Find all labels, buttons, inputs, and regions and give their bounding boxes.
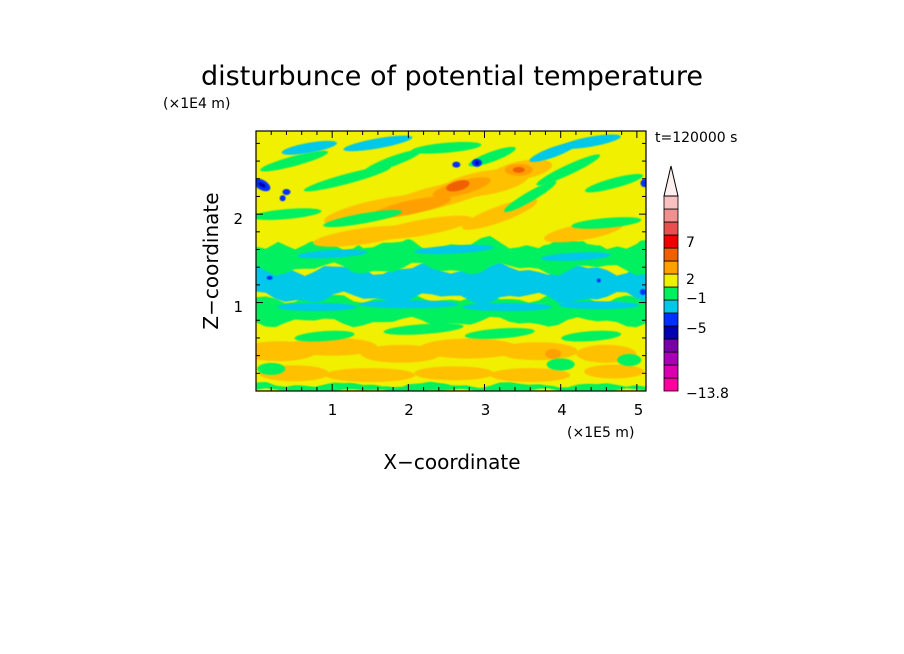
y-tick-label: 1 — [233, 298, 243, 316]
x-unit-label: (×1E5 m) — [567, 425, 634, 441]
y-tick-label: 2 — [233, 210, 243, 228]
field-blob — [281, 140, 337, 155]
field-band — [256, 292, 646, 328]
x-axis: 1 2 3 4 5 — [255, 131, 644, 419]
field-blob — [325, 368, 416, 383]
field-blob — [617, 354, 642, 367]
field-blob — [419, 338, 520, 359]
field-blob — [512, 166, 525, 173]
field-blob — [374, 215, 473, 240]
colorbar-cell — [663, 325, 679, 340]
field-blob — [297, 249, 368, 259]
field-blob — [596, 278, 601, 283]
colorbar-cell — [663, 351, 679, 366]
field-blob — [639, 288, 646, 295]
field-blob — [546, 358, 575, 371]
field-blob — [256, 208, 322, 220]
field-blob — [294, 330, 355, 342]
colorbar-label: −13.8 — [686, 386, 729, 402]
x-tick-label: 5 — [634, 401, 644, 419]
field-blob — [452, 161, 461, 168]
colorbar-triangle — [663, 165, 679, 197]
field-blob — [464, 327, 535, 340]
colorbar-label: 7 — [686, 235, 695, 251]
field-blob — [266, 275, 273, 280]
x-tick-label: 3 — [481, 401, 491, 419]
colorbar-label: 2 — [686, 272, 695, 288]
y-unit-label: (×1E4 m) — [163, 96, 230, 112]
field-blob — [558, 301, 639, 310]
field-blob — [490, 368, 571, 383]
x-axis-label: X−coordinate — [383, 450, 520, 474]
colorbar-cell — [663, 208, 679, 223]
field-blob — [303, 166, 391, 192]
field-blob — [536, 154, 601, 186]
field-blob — [260, 150, 328, 172]
x-tick-label: 1 — [328, 401, 338, 419]
colorbar-cell — [663, 195, 679, 210]
time-label: t=120000 s — [655, 130, 737, 146]
colorbar-cell — [663, 377, 679, 392]
colorbar-cell — [663, 286, 679, 301]
y-axis: 1 2 — [233, 142, 646, 374]
colorbar-cell — [663, 234, 679, 249]
field-blob — [411, 141, 482, 154]
colorbar-cell — [663, 312, 679, 327]
field-blob — [258, 182, 266, 188]
field-blob — [364, 149, 422, 173]
colorbar-cell — [663, 221, 679, 236]
field-blob — [323, 210, 403, 228]
field-blob — [504, 180, 557, 213]
x-tick-label: 4 — [557, 401, 567, 419]
field-blob — [474, 160, 479, 165]
chart-title: disturbunce of potential temperature — [201, 61, 703, 92]
colorbar-cell — [663, 364, 679, 379]
field-blob — [640, 179, 646, 188]
x-tick-label: 2 — [404, 401, 414, 419]
field-blob — [545, 348, 562, 359]
field-blob — [414, 366, 495, 381]
field-blob — [287, 337, 378, 356]
colorbar-cell — [663, 260, 679, 275]
field-blob — [282, 189, 291, 196]
field-blob — [561, 330, 622, 342]
colorbar: 7 2 −1 −5 −13.8 — [663, 165, 729, 402]
field-blob — [414, 244, 494, 255]
field-blob — [497, 342, 578, 361]
field-blob — [276, 302, 357, 311]
field-blob — [584, 364, 645, 379]
colorbar-label: −1 — [686, 291, 707, 307]
colorbar-label: −5 — [686, 321, 707, 337]
colorbar-cell — [663, 338, 679, 353]
field-band — [256, 262, 646, 306]
field-blob — [585, 174, 644, 193]
field-blob — [257, 362, 286, 375]
field-blob — [279, 195, 286, 202]
field-blob — [383, 323, 464, 335]
field-blob — [446, 180, 470, 192]
colorbar-cell — [663, 299, 679, 314]
field-blob — [571, 217, 642, 229]
y-axis-label: Z−coordinate — [199, 192, 223, 329]
colorbar-cell — [663, 247, 679, 262]
field-blob — [358, 300, 459, 309]
plot-frame — [255, 130, 647, 392]
field-band — [256, 381, 646, 391]
field-blob — [462, 302, 553, 311]
colorbar-cell — [663, 273, 679, 288]
field-blob — [561, 134, 621, 149]
heatmap-field — [256, 131, 646, 391]
field-blob — [540, 252, 611, 261]
field-blob — [343, 135, 413, 152]
